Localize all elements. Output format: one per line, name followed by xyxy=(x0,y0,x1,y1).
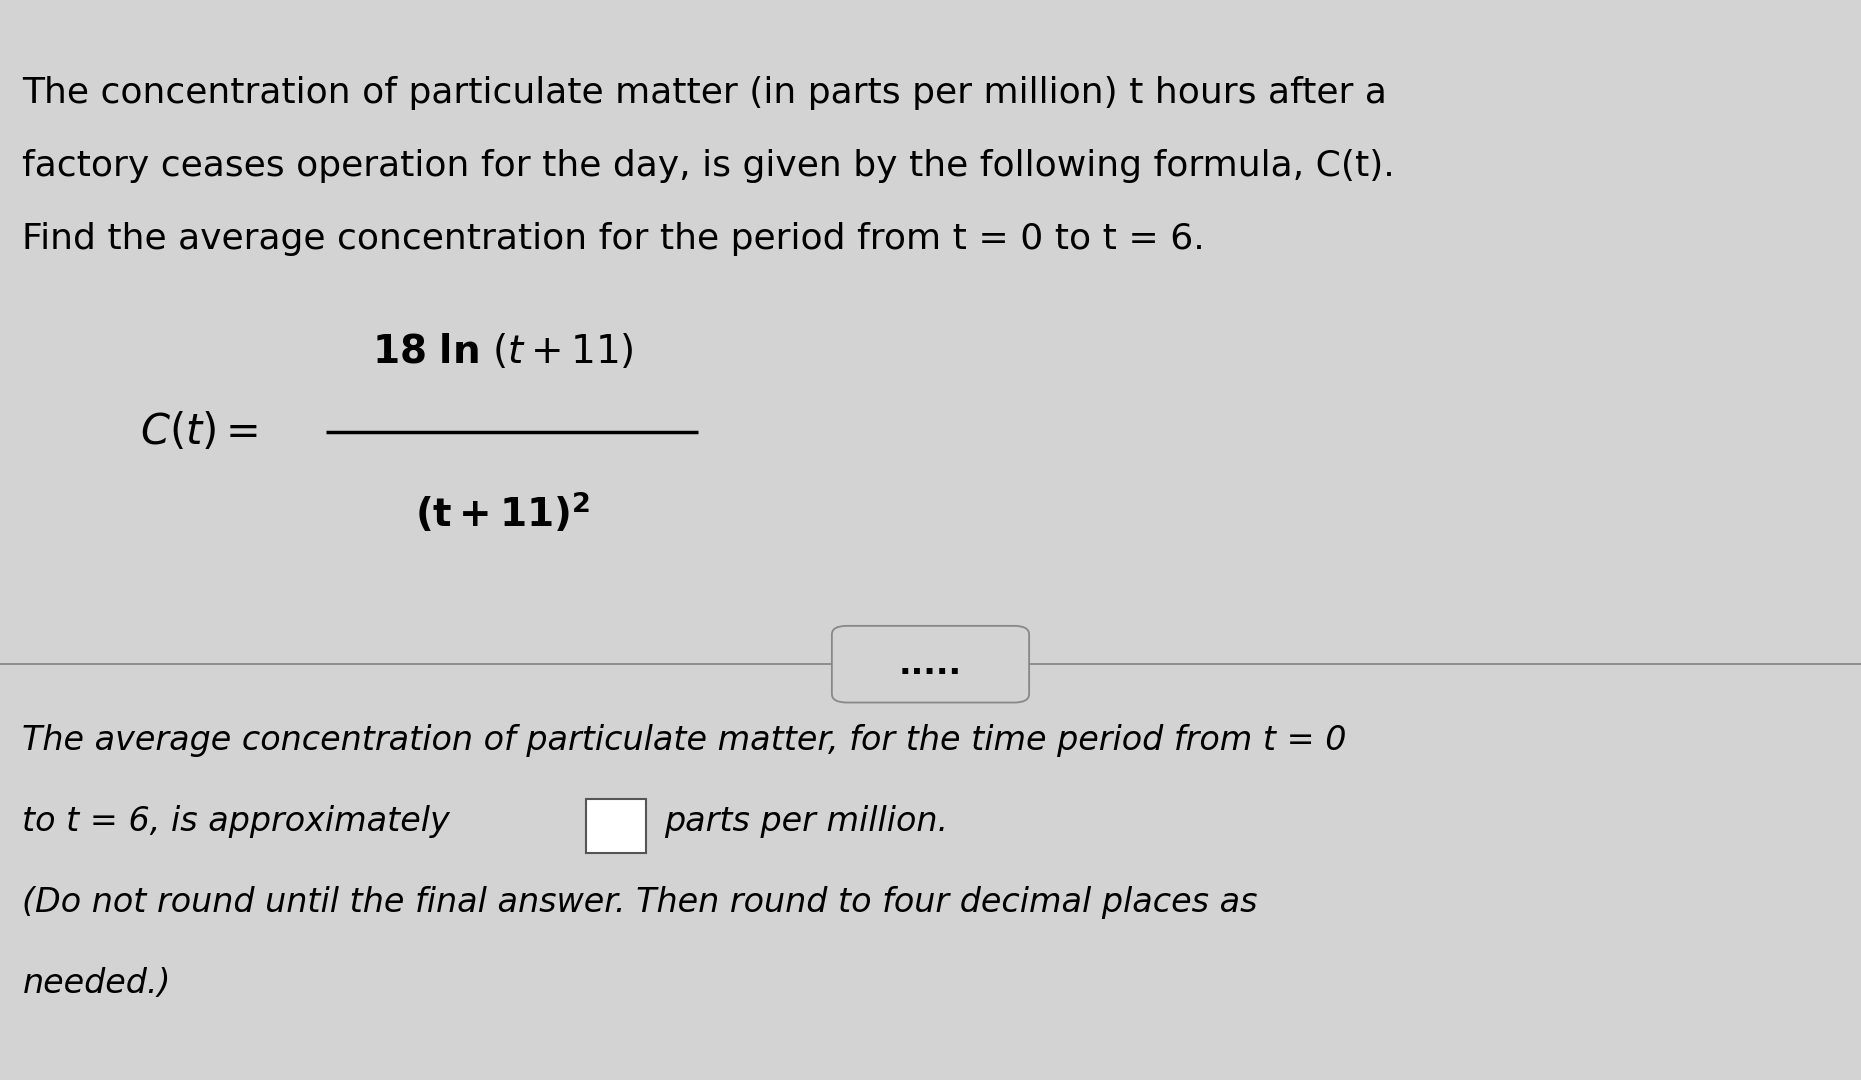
Text: Find the average concentration for the period from t = 0 to t = 6.: Find the average concentration for the p… xyxy=(22,222,1206,256)
Text: factory ceases operation for the day, is given by the following formula, C(t).: factory ceases operation for the day, is… xyxy=(22,149,1396,183)
Text: $C(t) =$: $C(t) =$ xyxy=(140,411,259,453)
Text: needed.): needed.) xyxy=(22,967,171,1000)
Text: The average concentration of particulate matter, for the time period from t = 0: The average concentration of particulate… xyxy=(22,724,1347,757)
Text: (Do not round until the final answer. Then round to four decimal places as: (Do not round until the final answer. Th… xyxy=(22,886,1258,919)
Text: The concentration of particulate matter (in parts per million) t hours after a: The concentration of particulate matter … xyxy=(22,76,1386,109)
Text: parts per million.: parts per million. xyxy=(664,805,949,838)
Text: to t = 6, is approximately: to t = 6, is approximately xyxy=(22,805,450,838)
Text: .....: ..... xyxy=(899,648,962,680)
Text: $\mathbf{(t+11)^2}$: $\mathbf{(t+11)^2}$ xyxy=(415,490,590,536)
Text: $\mathbf{18\ ln}\ (t+11)$: $\mathbf{18\ ln}\ (t+11)$ xyxy=(372,332,633,370)
FancyBboxPatch shape xyxy=(586,799,646,853)
FancyBboxPatch shape xyxy=(832,626,1029,703)
